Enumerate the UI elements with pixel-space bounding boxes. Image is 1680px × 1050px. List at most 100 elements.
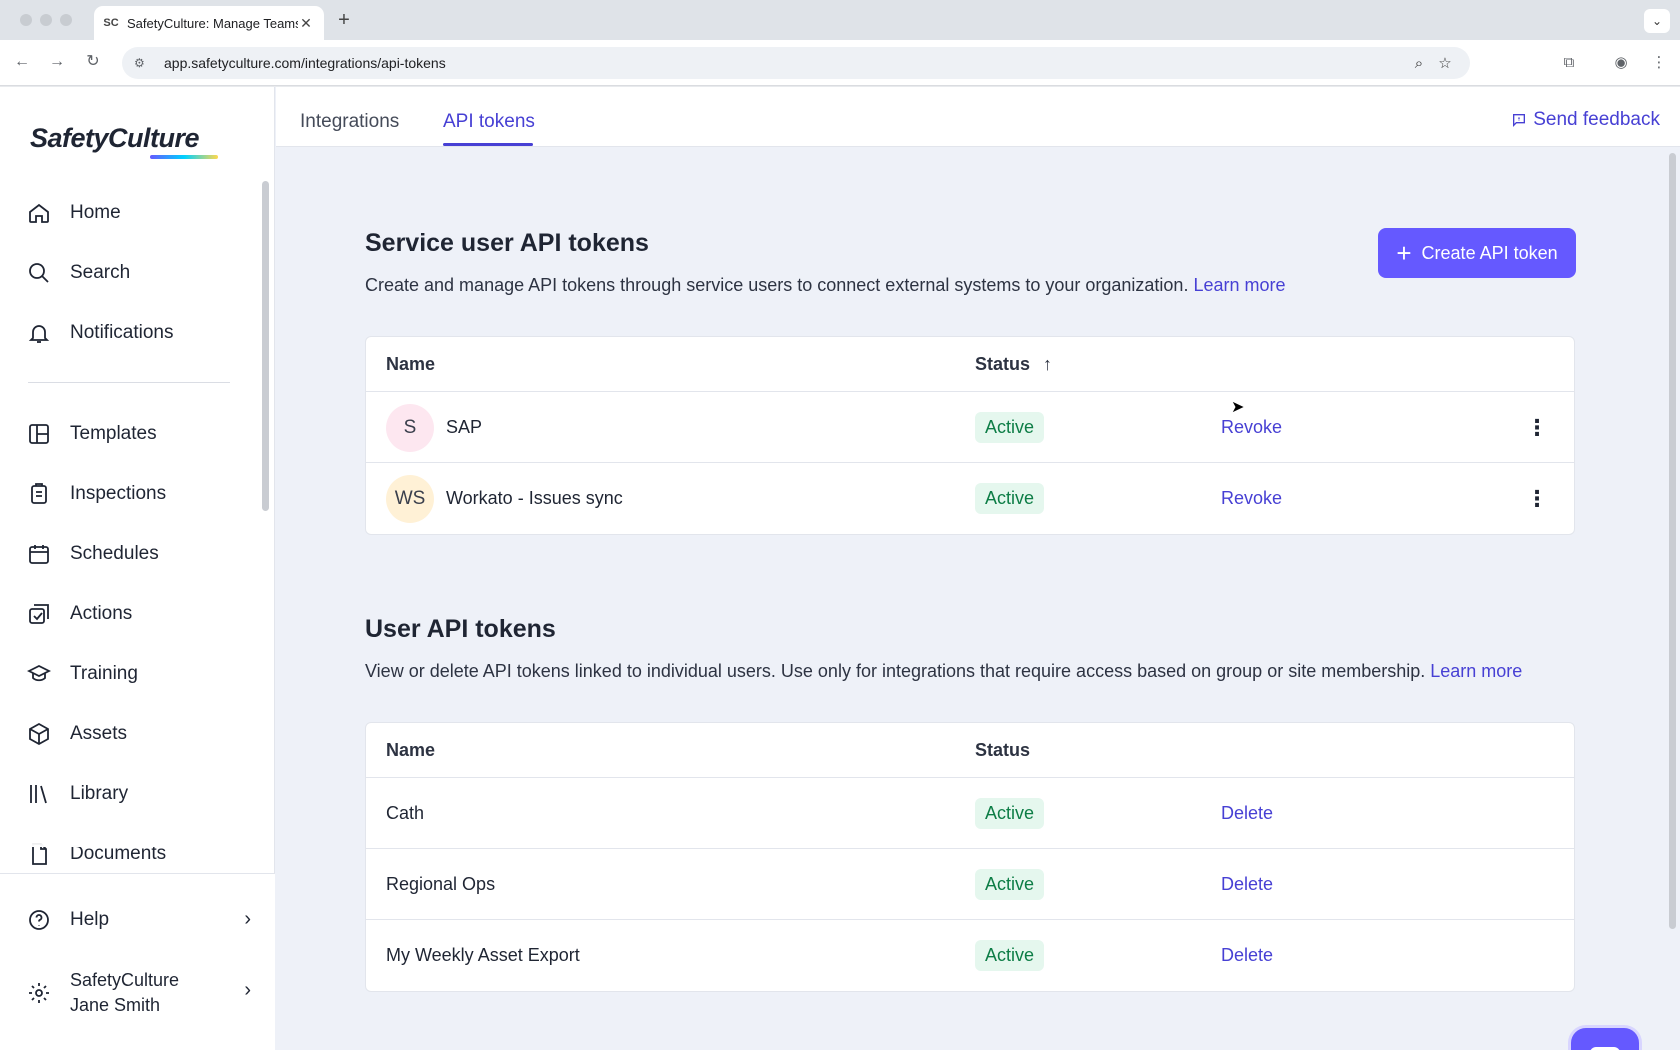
- calendar-icon: [26, 541, 52, 567]
- org-name: SafetyCulture: [70, 970, 180, 990]
- sidebar-item-label: Documents: [70, 843, 167, 864]
- account-text: SafetyCulture Jane Smith: [70, 968, 179, 1018]
- tab-integrations[interactable]: Integrations: [300, 111, 400, 132]
- sidebar-item-label: Notifications: [70, 322, 174, 343]
- table-row[interactable]: Regional Ops Active Delete: [366, 849, 1574, 920]
- delete-link[interactable]: Delete: [1221, 803, 1274, 823]
- revoke-link[interactable]: Revoke: [1221, 488, 1283, 508]
- zoom-icon[interactable]: ⌕: [1414, 54, 1424, 72]
- bookmark-star-icon[interactable]: ☆: [1438, 55, 1452, 72]
- sidebar-item-training[interactable]: Training: [26, 654, 256, 694]
- library-icon: [26, 781, 52, 807]
- feedback-icon: [1513, 114, 1526, 127]
- sidebar-item-actions[interactable]: Actions: [26, 594, 256, 634]
- send-feedback-link[interactable]: Send feedback: [1511, 109, 1660, 131]
- table-row[interactable]: My Weekly Asset Export Active Delete: [366, 920, 1574, 991]
- column-status[interactable]: Status ↑: [975, 354, 1052, 375]
- service-section-title: Service user API tokens: [365, 229, 649, 257]
- chat-assistant-button[interactable]: [1568, 1025, 1642, 1050]
- revoke-cell: Revoke: [1221, 463, 1282, 534]
- sidebar-item-label: Assets: [70, 723, 128, 744]
- avatar: WS: [386, 474, 434, 523]
- back-icon[interactable]: ←: [14, 53, 30, 70]
- more-options-icon[interactable]: ⋮: [1526, 485, 1548, 511]
- table-row[interactable]: S SAP Active Revoke ⋮: [366, 392, 1574, 463]
- browser-tab[interactable]: SC SafetyCulture: Manage Teams ✕: [94, 6, 324, 40]
- user-learn-more-link[interactable]: Learn more: [1430, 661, 1523, 681]
- tab-search-icon[interactable]: ⌄: [1644, 9, 1670, 33]
- avatar: S: [386, 403, 434, 452]
- status-cell: Active: [975, 849, 1045, 920]
- address-bar[interactable]: ⚙ app.safetyculture.com/integrations/api…: [122, 47, 1470, 79]
- token-name-cell: WS Workato - Issues sync: [386, 463, 623, 534]
- revoke-link[interactable]: Revoke: [1221, 417, 1283, 437]
- new-tab-icon[interactable]: +: [338, 9, 350, 31]
- sidebar-item-account[interactable]: SafetyCulture Jane Smith: [26, 966, 256, 1020]
- safetyculture-logo[interactable]: SafetyCulture: [30, 123, 200, 153]
- token-name-cell: My Weekly Asset Export: [386, 920, 580, 991]
- sort-ascending-icon: ↑: [1043, 354, 1053, 374]
- browser-menu-icon[interactable]: ⋮: [1651, 54, 1667, 71]
- bell-icon: [26, 320, 52, 346]
- sidebar-item-inspections[interactable]: Inspections: [26, 474, 256, 514]
- sidebar-item-templates[interactable]: Templates: [26, 414, 256, 454]
- table-row[interactable]: WS Workato - Issues sync Active Revoke ⋮: [366, 463, 1574, 534]
- column-name[interactable]: Name: [386, 740, 436, 760]
- create-api-token-label: Create API token: [1421, 242, 1558, 263]
- window-close-dot[interactable]: [20, 14, 32, 26]
- status-cell: Active: [975, 778, 1045, 849]
- delete-cell: Delete: [1221, 778, 1273, 849]
- close-tab-icon[interactable]: ✕: [300, 14, 312, 31]
- sidebar-item-search[interactable]: Search: [26, 253, 256, 293]
- site-settings-icon[interactable]: ⚙: [134, 56, 145, 70]
- delete-link[interactable]: Delete: [1221, 945, 1274, 965]
- token-name: My Weekly Asset Export: [386, 945, 580, 965]
- sidebar-footer: Help › SafetyCulture Jane Smith ›: [0, 873, 275, 1050]
- status-cell: Active: [975, 392, 1045, 463]
- chevron-right-icon: ›: [244, 908, 251, 930]
- status-cell: Active: [975, 463, 1045, 534]
- mouse-cursor-icon: ➤: [1231, 399, 1245, 416]
- service-tokens-table: Name Status ↑ S SAP Active Revoke ⋮ WS W…: [365, 336, 1575, 535]
- status-badge: Active: [975, 483, 1045, 514]
- sidebar-item-notifications[interactable]: Notifications: [26, 313, 256, 353]
- token-name: Regional Ops: [386, 874, 496, 894]
- delete-link[interactable]: Delete: [1221, 874, 1274, 894]
- sidebar-item-schedules[interactable]: Schedules: [26, 534, 256, 574]
- window-zoom-dot[interactable]: [60, 14, 72, 26]
- sidebar-item-home[interactable]: Home: [26, 193, 256, 233]
- content-scrollbar[interactable]: [1669, 153, 1676, 929]
- actions-icon: [26, 601, 52, 627]
- sidebar-item-label: Training: [70, 663, 138, 684]
- sidebar-item-label: Search: [70, 262, 131, 283]
- forward-icon[interactable]: →: [49, 53, 65, 70]
- extensions-icon[interactable]: ⧉: [1563, 54, 1575, 71]
- delete-cell: Delete: [1221, 849, 1273, 920]
- sidebar-scrollbar[interactable]: [262, 181, 269, 511]
- clipboard-icon: [26, 481, 52, 507]
- service-learn-more-link[interactable]: Learn more: [1193, 275, 1286, 295]
- sidebar-item-assets[interactable]: Assets: [26, 714, 256, 754]
- token-name: Cath: [386, 803, 425, 823]
- sidebar-item-label: Templates: [70, 423, 157, 444]
- service-section-description: Create and manage API tokens through ser…: [365, 275, 1286, 296]
- sidebar-item-help[interactable]: Help: [26, 900, 256, 940]
- sidebar-item-label: Actions: [70, 603, 133, 624]
- sidebar-item-library[interactable]: Library: [26, 774, 256, 814]
- sidebar-item-label: Library: [70, 783, 129, 804]
- more-options-icon[interactable]: ⋮: [1526, 414, 1548, 440]
- user-section-title: User API tokens: [365, 615, 556, 643]
- window-minimize-dot[interactable]: [40, 14, 52, 26]
- tab-api-tokens[interactable]: API tokens: [443, 111, 535, 132]
- table-row[interactable]: Cath Active Delete: [366, 778, 1574, 849]
- profile-icon[interactable]: ◉: [1614, 54, 1628, 71]
- status-badge: Active: [975, 940, 1045, 971]
- user-name: Jane Smith: [70, 995, 161, 1015]
- home-icon: [26, 200, 52, 226]
- chevron-right-icon: ›: [244, 979, 251, 1001]
- favicon-icon: SC: [103, 17, 119, 29]
- create-api-token-button[interactable]: + Create API token: [1378, 228, 1576, 278]
- reload-icon[interactable]: ↻: [86, 53, 100, 70]
- column-status[interactable]: Status: [975, 740, 1031, 760]
- column-name[interactable]: Name: [386, 354, 436, 374]
